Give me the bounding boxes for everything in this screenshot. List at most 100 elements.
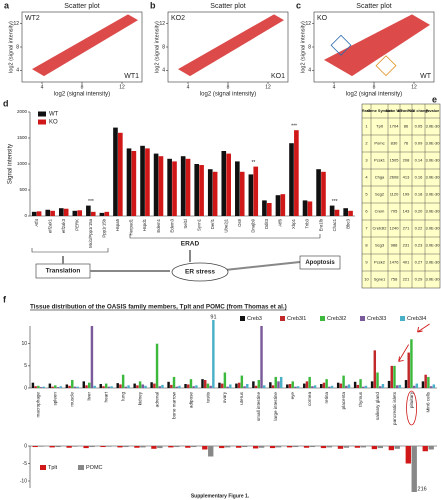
bar — [157, 446, 163, 449]
x-tick-label: 12 — [119, 84, 125, 90]
legend-swatch — [400, 316, 405, 321]
bar — [258, 446, 265, 448]
y-tick-label: 12 — [13, 21, 19, 27]
table-cell: 3.0E-30 — [425, 226, 440, 231]
x-tick-label: kidney — [137, 391, 142, 405]
x-tick-label: Atf4 — [34, 218, 39, 226]
bar — [254, 385, 258, 388]
panel-label: b — [150, 0, 156, 10]
bar — [140, 145, 145, 216]
bar — [225, 446, 231, 448]
x-tick-label: Atf6 — [278, 218, 283, 226]
bracket — [129, 234, 321, 239]
bar — [31, 211, 37, 216]
x-tick-label: cornea — [307, 392, 312, 406]
x-tick-label: Min6 cells — [426, 391, 431, 412]
bar — [337, 446, 344, 449]
table-bg — [361, 103, 441, 289]
table-cell: 0.16 — [415, 175, 424, 180]
bar — [316, 169, 321, 216]
bar — [292, 446, 299, 448]
bar — [415, 383, 419, 388]
x-series-name: WT — [420, 73, 432, 80]
panel-title: Scatter plot — [64, 3, 99, 10]
x-axis-label: log2 (signal intensity) — [200, 92, 256, 98]
x-tick-label: 12 — [265, 84, 271, 90]
x-tick-label: ovary — [222, 391, 227, 403]
bar — [31, 382, 35, 388]
table-cell: 143 — [403, 209, 410, 214]
bar — [240, 375, 244, 388]
bar — [42, 386, 45, 388]
table-cell: 208 — [403, 158, 410, 163]
bar — [347, 384, 351, 388]
bar — [136, 385, 139, 388]
x-tick-label: 4 — [187, 84, 190, 90]
panel-label: f — [3, 294, 7, 304]
scatter-cloud — [178, 14, 284, 77]
bar — [189, 379, 193, 388]
table-cell: 1704 — [390, 124, 400, 129]
bar — [151, 446, 157, 449]
bar — [360, 446, 367, 448]
bar — [141, 384, 145, 388]
legend-label: Creb3l2 — [327, 316, 346, 322]
bar — [339, 383, 343, 388]
bar — [201, 379, 204, 388]
table-cell: 0.20 — [415, 209, 424, 214]
region-box — [375, 55, 397, 77]
bar — [86, 205, 91, 216]
bar — [427, 376, 430, 388]
legend-swatch — [78, 465, 84, 470]
table-cell: Tplt — [376, 124, 384, 129]
table-cell: 0.29 — [415, 277, 424, 282]
table-cell: 1505 — [390, 158, 400, 163]
bar — [37, 385, 40, 388]
x-tick-label: macrophage — [36, 392, 41, 418]
x-tick-label: Ppp1r15b — [102, 218, 107, 237]
bar — [320, 446, 327, 449]
x-tick-label: Chac1 — [332, 218, 337, 231]
bar — [364, 385, 368, 388]
bar — [432, 384, 436, 388]
bar — [241, 446, 248, 448]
bar — [237, 382, 241, 388]
bar — [63, 208, 69, 216]
x-tick-label: thymus — [358, 391, 363, 407]
bar — [424, 374, 427, 388]
bar — [153, 153, 159, 216]
bar — [194, 164, 200, 216]
significance: *** — [291, 124, 297, 130]
bar — [263, 385, 266, 388]
bar — [207, 169, 213, 216]
bar — [219, 446, 225, 449]
bar — [185, 158, 191, 216]
bar — [348, 210, 353, 216]
bar — [398, 384, 402, 388]
bar — [381, 384, 385, 388]
x-tick-label: Hspd1 — [142, 218, 147, 231]
x-tick-label: spleen — [53, 392, 58, 406]
bar — [319, 384, 323, 388]
bar — [394, 446, 400, 449]
bar — [66, 446, 72, 448]
bar — [280, 194, 286, 216]
table-header: Gene Symbol — [367, 109, 391, 113]
bar — [269, 382, 272, 388]
table-cell: Pomc — [374, 141, 384, 146]
bar — [85, 385, 88, 388]
table-cell: Pcsk2 — [374, 260, 386, 265]
legend-swatch — [38, 119, 46, 125]
bar — [229, 384, 232, 388]
bar — [342, 375, 345, 388]
bar — [209, 385, 212, 388]
bar — [32, 446, 38, 448]
x-tick-label: 4 — [41, 84, 44, 90]
y-series-name: WT2 — [25, 15, 40, 22]
bar — [110, 386, 113, 388]
y-axis-label: log2 (signal intensity) — [8, 21, 14, 73]
bar — [422, 446, 428, 452]
bar — [371, 446, 378, 450]
table-cell: 86 — [404, 124, 409, 129]
bar — [206, 383, 210, 388]
